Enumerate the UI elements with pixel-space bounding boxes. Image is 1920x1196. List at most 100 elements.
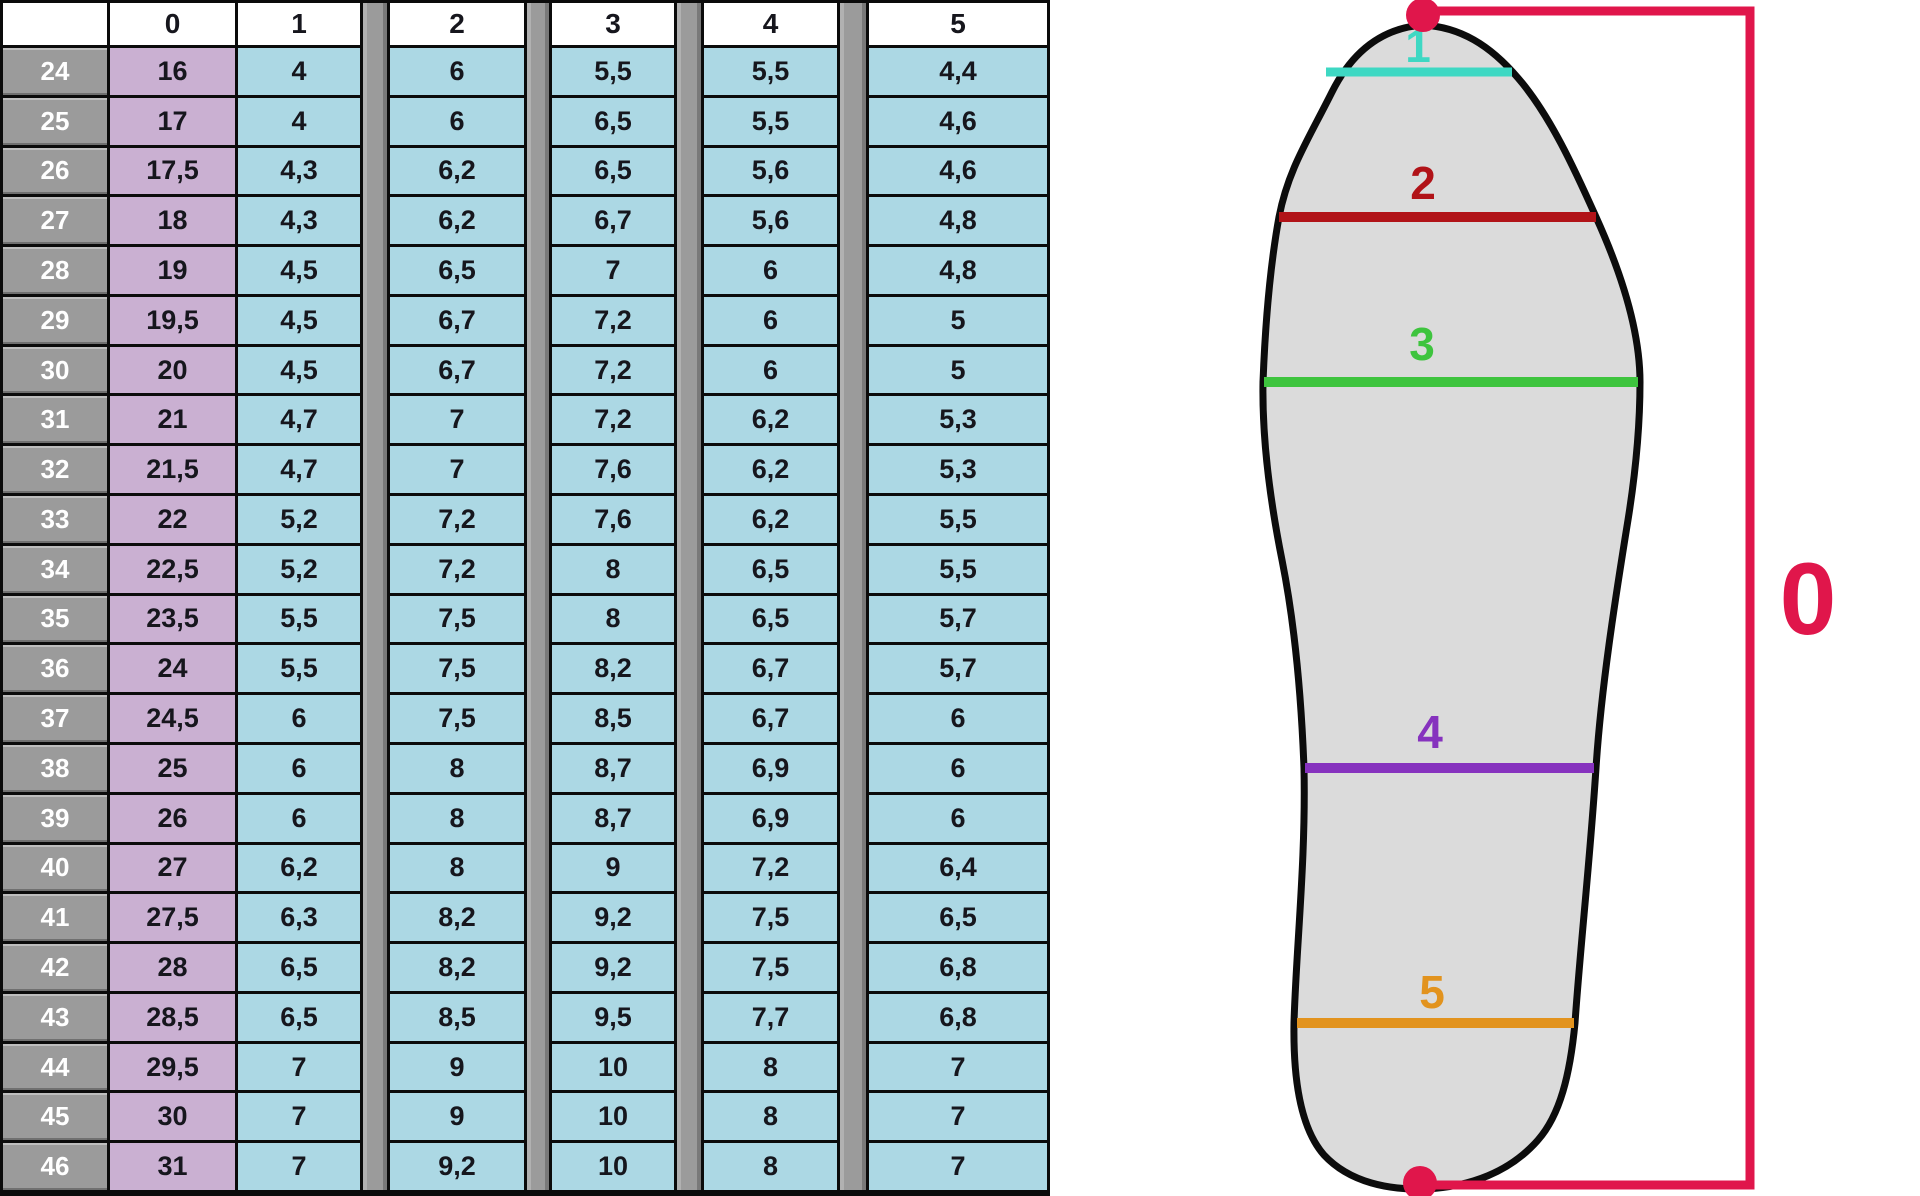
width-4-cell: 6,2	[704, 496, 837, 543]
width-2-cell: 6,7	[390, 296, 524, 344]
width-1-cell: 7	[238, 1093, 360, 1141]
width-4-cell: 6	[704, 346, 837, 394]
row-size-label: 33	[3, 496, 107, 543]
length-cm-cell: 30	[110, 1093, 235, 1141]
width-5-cell: 6,4	[869, 844, 1047, 892]
width-5-cell: 4,8	[869, 247, 1047, 294]
row-size-label: 41	[3, 894, 107, 942]
width-5-cell: 6	[869, 794, 1047, 842]
width-2-cell: 6	[390, 97, 524, 145]
row-size-label: 27	[3, 197, 107, 245]
width-2-cell: 9	[390, 1093, 524, 1141]
row-size-label: 43	[3, 993, 107, 1041]
width-3-cell: 7,2	[552, 346, 674, 394]
width-4-cell: 6,7	[704, 645, 837, 693]
row-size-label: 34	[3, 545, 107, 593]
width-5-cell: 5,5	[869, 496, 1047, 543]
width-5-cell: 6,8	[869, 993, 1047, 1041]
width-5-cell: 5,7	[869, 595, 1047, 643]
width-5-cell: 6	[869, 744, 1047, 792]
width-2-cell: 6	[390, 48, 524, 95]
width-1-cell: 5,2	[238, 496, 360, 543]
width-4-cell: 6,5	[704, 595, 837, 643]
width-4-cell: 5,6	[704, 197, 837, 245]
width-4-cell: 8	[704, 1143, 837, 1190]
width-1-cell: 5,2	[238, 545, 360, 593]
length-cm-cell: 22,5	[110, 545, 235, 593]
row-size-label: 39	[3, 794, 107, 842]
width-4-cell: 5,5	[704, 97, 837, 145]
width-5-cell: 4,6	[869, 97, 1047, 145]
width-3-cell: 7,2	[552, 296, 674, 344]
width-4-cell: 7,2	[704, 844, 837, 892]
width-3-cell: 10	[552, 1143, 674, 1190]
width-2-cell: 9	[390, 1043, 524, 1091]
width-3-cell: 7,6	[552, 446, 674, 494]
row-size-label: 29	[3, 296, 107, 344]
length-cm-cell: 17	[110, 97, 235, 145]
length-cm-cell: 21	[110, 396, 235, 444]
width-5-cell: 5,5	[869, 545, 1047, 593]
length-cm-cell: 27,5	[110, 894, 235, 942]
width-1-cell: 4,5	[238, 296, 360, 344]
width-5-cell: 7	[869, 1043, 1047, 1091]
column-separator	[363, 3, 387, 1190]
length-cm-cell: 26	[110, 794, 235, 842]
width-5-cell: 6,5	[869, 894, 1047, 942]
width-3-cell: 7,2	[552, 396, 674, 444]
width-1-cell: 6,2	[238, 844, 360, 892]
width-4-cell: 6	[704, 296, 837, 344]
width-3-cell: 9,2	[552, 894, 674, 942]
column-separator	[527, 3, 549, 1190]
row-size-label: 25	[3, 97, 107, 145]
width-5-cell: 5,3	[869, 446, 1047, 494]
width-5-cell: 5	[869, 346, 1047, 394]
width-2-cell: 8,5	[390, 993, 524, 1041]
width-1-cell: 4,5	[238, 346, 360, 394]
column-header-2: 2	[390, 3, 524, 45]
width-3-cell: 6,5	[552, 147, 674, 195]
width-2-cell: 7,5	[390, 645, 524, 693]
row-size-label: 40	[3, 844, 107, 892]
width-4-cell: 6,7	[704, 695, 837, 742]
column-header-5: 5	[869, 3, 1047, 45]
shoe-size-table: 0 1 2 3 4 5 24 16 4 6 5,5 5,5 4,4 25 17 …	[0, 0, 1050, 1196]
width-1-cell: 5,5	[238, 645, 360, 693]
row-size-label: 44	[3, 1043, 107, 1091]
width-1-cell: 4	[238, 48, 360, 95]
length-cm-cell: 28,5	[110, 993, 235, 1041]
width-2-cell: 6,5	[390, 247, 524, 294]
length-cm-cell: 17,5	[110, 147, 235, 195]
width-3-cell: 9,2	[552, 944, 674, 991]
width-4-cell: 6,9	[704, 794, 837, 842]
foot-sole-outline	[1259, 21, 1644, 1193]
width-2-cell: 6,2	[390, 147, 524, 195]
width-5-cell: 5,3	[869, 396, 1047, 444]
row-size-label: 46	[3, 1143, 107, 1190]
column-header-4: 4	[704, 3, 837, 45]
length-cm-cell: 19,5	[110, 296, 235, 344]
row-size-label: 36	[3, 645, 107, 693]
width-3-cell: 7,6	[552, 496, 674, 543]
width-5-cell: 7	[869, 1143, 1047, 1190]
row-size-label: 32	[3, 446, 107, 494]
width-1-cell: 4,7	[238, 396, 360, 444]
width-2-cell: 7,5	[390, 695, 524, 742]
foot-measurement-diagram: 1 2 3 4 5 0	[1060, 0, 1920, 1196]
length-bracket	[1420, 6, 1755, 1190]
width-1-cell: 4,3	[238, 197, 360, 245]
measure-label-2: 2	[1410, 157, 1436, 209]
length-cm-cell: 24	[110, 645, 235, 693]
width-3-cell: 8,5	[552, 695, 674, 742]
length-cm-cell: 28	[110, 944, 235, 991]
measure-label-4: 4	[1417, 706, 1443, 758]
width-1-cell: 7	[238, 1143, 360, 1190]
width-4-cell: 5,5	[704, 48, 837, 95]
width-3-cell: 6,5	[552, 97, 674, 145]
width-1-cell: 6	[238, 794, 360, 842]
width-2-cell: 8	[390, 844, 524, 892]
width-5-cell: 5,7	[869, 645, 1047, 693]
width-5-cell: 5	[869, 296, 1047, 344]
width-3-cell: 10	[552, 1043, 674, 1091]
width-5-cell: 6,8	[869, 944, 1047, 991]
